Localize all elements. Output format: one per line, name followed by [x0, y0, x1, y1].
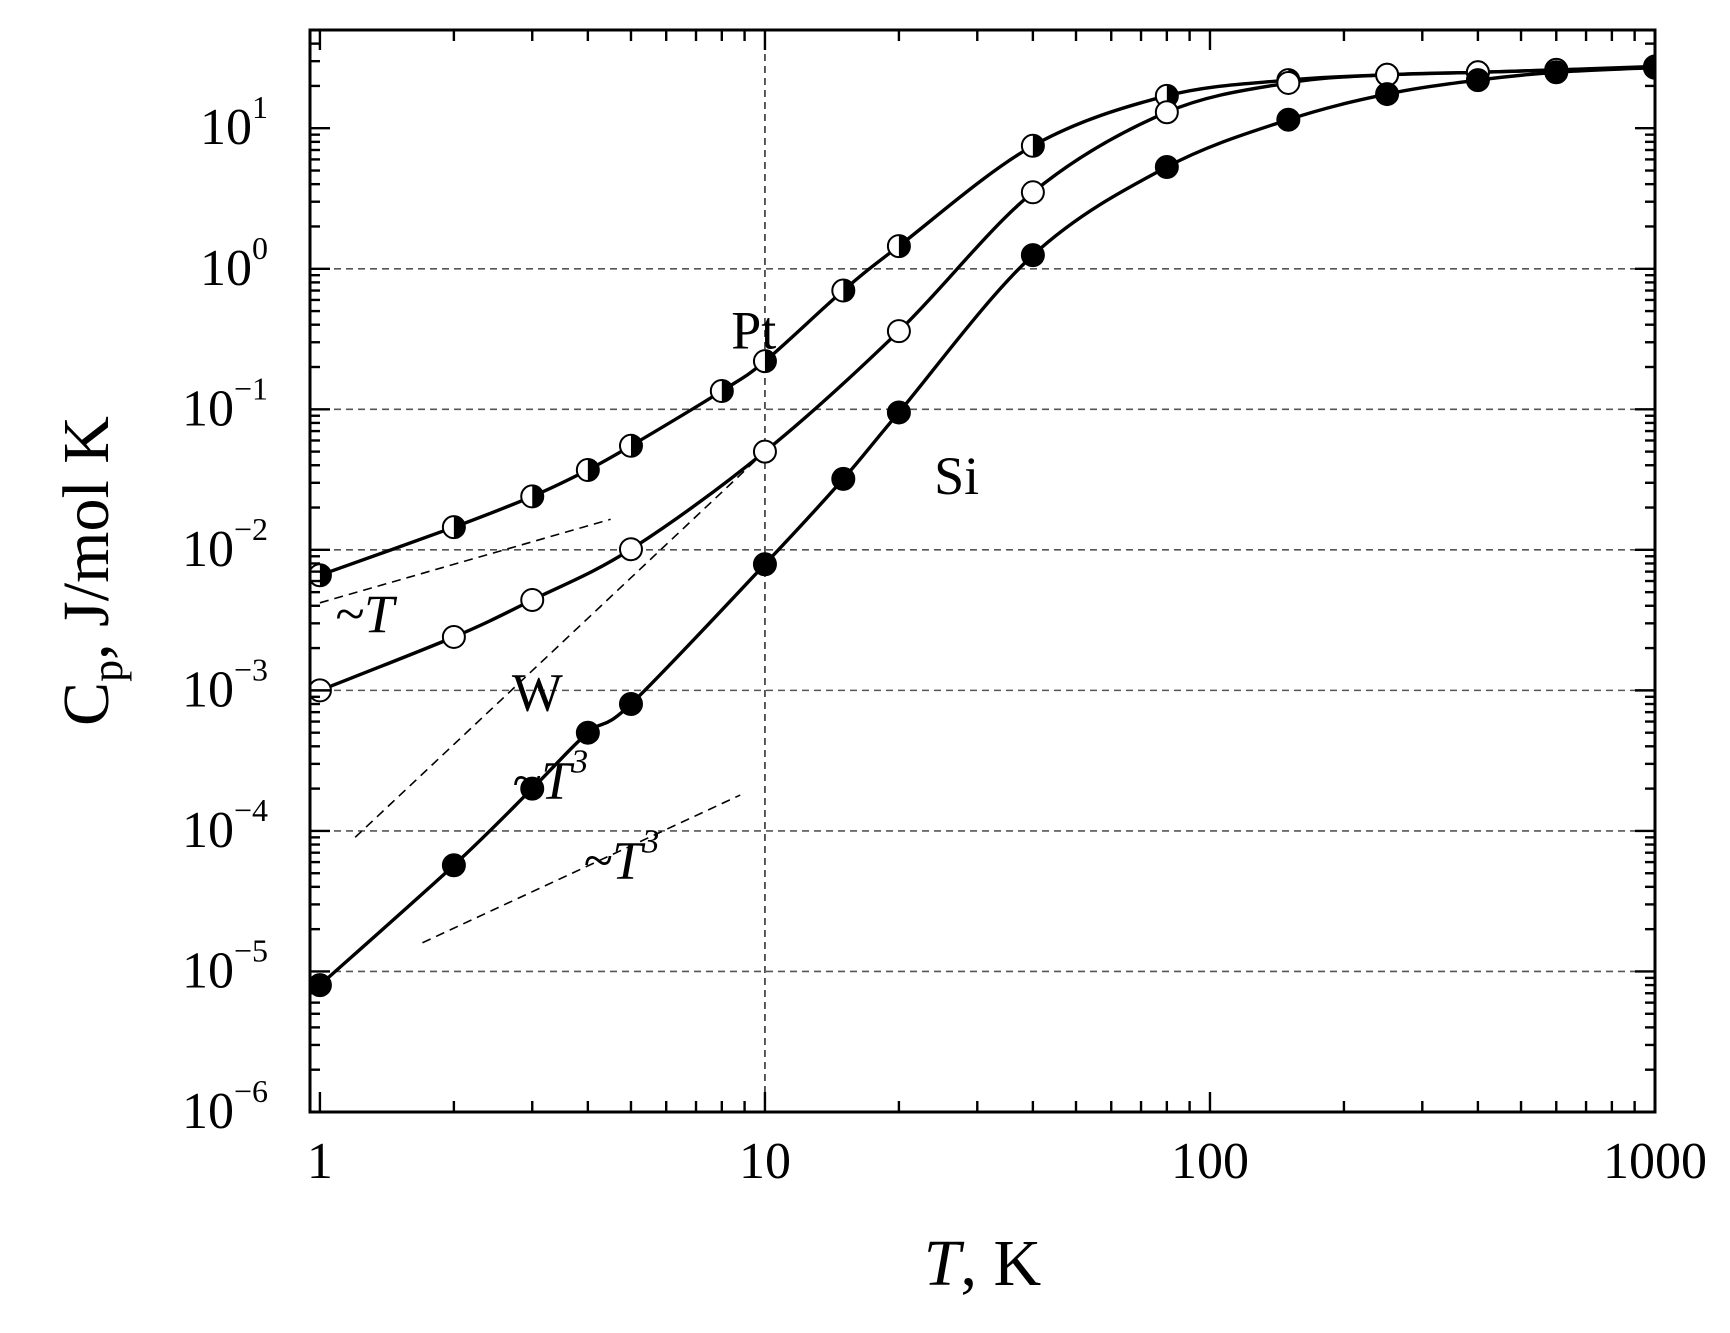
series-label-si: Si — [934, 446, 979, 506]
asymptote-label: ~T — [335, 584, 398, 644]
series-si — [310, 55, 1655, 998]
grid-layer — [310, 30, 1655, 1112]
data-point-pt — [886, 234, 911, 259]
data-point-si — [752, 552, 777, 577]
data-point-si — [1465, 68, 1490, 93]
data-point-si — [520, 776, 545, 801]
data-point-w — [618, 537, 643, 562]
data-point-si — [1154, 154, 1179, 179]
asymptote-line — [319, 518, 611, 604]
data-point-w — [752, 439, 777, 464]
data-point-si — [1544, 60, 1569, 85]
plot-frame — [308, 28, 1657, 1114]
series-line-pt — [319, 64, 1655, 577]
data-point-si — [575, 720, 600, 745]
data-point-si — [831, 466, 856, 491]
data-point-si — [441, 853, 466, 878]
data-point-pt — [520, 484, 545, 509]
asymptote-layer — [319, 451, 766, 944]
x-tick-label: 1000 — [1603, 1133, 1707, 1190]
x-axis-title-var: T — [924, 1227, 965, 1300]
data-point-si — [618, 692, 643, 717]
data-point-w — [886, 319, 911, 344]
y-tick-label: 10−6 — [182, 1073, 268, 1140]
label-layer: 1 10 100 1000 10−6 10−5 10−4 10−3 10−2 10−1 100 101… — [182, 89, 1707, 1190]
data-point-pt — [441, 515, 466, 540]
asymptote-label: ~T3 — [583, 823, 659, 890]
series-line-si — [318, 65, 1655, 987]
data-point-si — [1276, 107, 1301, 132]
y-axis-title-rest: , J/mol K — [50, 416, 123, 660]
data-point-w — [1020, 180, 1045, 205]
data-point-w — [520, 587, 545, 612]
x-tick-label: 10 — [739, 1133, 791, 1190]
data-point-si — [1020, 243, 1045, 268]
series-label-w: W — [512, 662, 563, 722]
y-axis-title: Cp, J/mol K — [50, 416, 132, 726]
data-point-si — [886, 400, 911, 425]
data-point-si — [1375, 82, 1400, 107]
data-point-si — [310, 973, 332, 998]
asymptote-label: ~T3 — [512, 744, 588, 811]
y-tick-label: 100 — [200, 230, 268, 297]
data-point-w — [1154, 100, 1179, 125]
tick-layer — [310, 28, 1657, 1114]
x-axis-title: T, K — [924, 1227, 1041, 1300]
data-point-pt — [575, 457, 600, 482]
y-tick-label: 10−3 — [182, 651, 268, 718]
data-point-w — [1276, 70, 1301, 95]
asymptote-line — [354, 451, 766, 838]
y-tick-label: 101 — [200, 89, 268, 156]
data-point-pt — [831, 278, 856, 303]
series-line-w — [319, 65, 1655, 692]
y-tick-label: 10−2 — [182, 511, 268, 578]
y-tick-label: 10−4 — [182, 792, 268, 859]
series-layer — [310, 54, 1655, 998]
y-axis-title-sub: p — [83, 660, 132, 682]
data-point-pt — [752, 349, 777, 374]
series-pt — [310, 54, 1655, 588]
asymptote-line — [422, 794, 741, 944]
x-axis-title-rest: , K — [961, 1227, 1042, 1300]
y-tick-label: 10−5 — [182, 932, 268, 999]
data-point-pt — [709, 378, 734, 403]
data-point-pt — [310, 563, 332, 588]
data-point-w — [441, 624, 466, 649]
x-tick-label: 1 — [307, 1133, 333, 1190]
series-w — [310, 55, 1655, 703]
y-axis-title-main: C — [50, 682, 123, 726]
data-point-pt — [1020, 133, 1045, 158]
data-point-pt — [618, 433, 643, 458]
y-tick-label: 10−1 — [182, 370, 268, 437]
x-tick-label: 100 — [1171, 1133, 1249, 1190]
series-label-pt: Pt — [731, 301, 776, 361]
